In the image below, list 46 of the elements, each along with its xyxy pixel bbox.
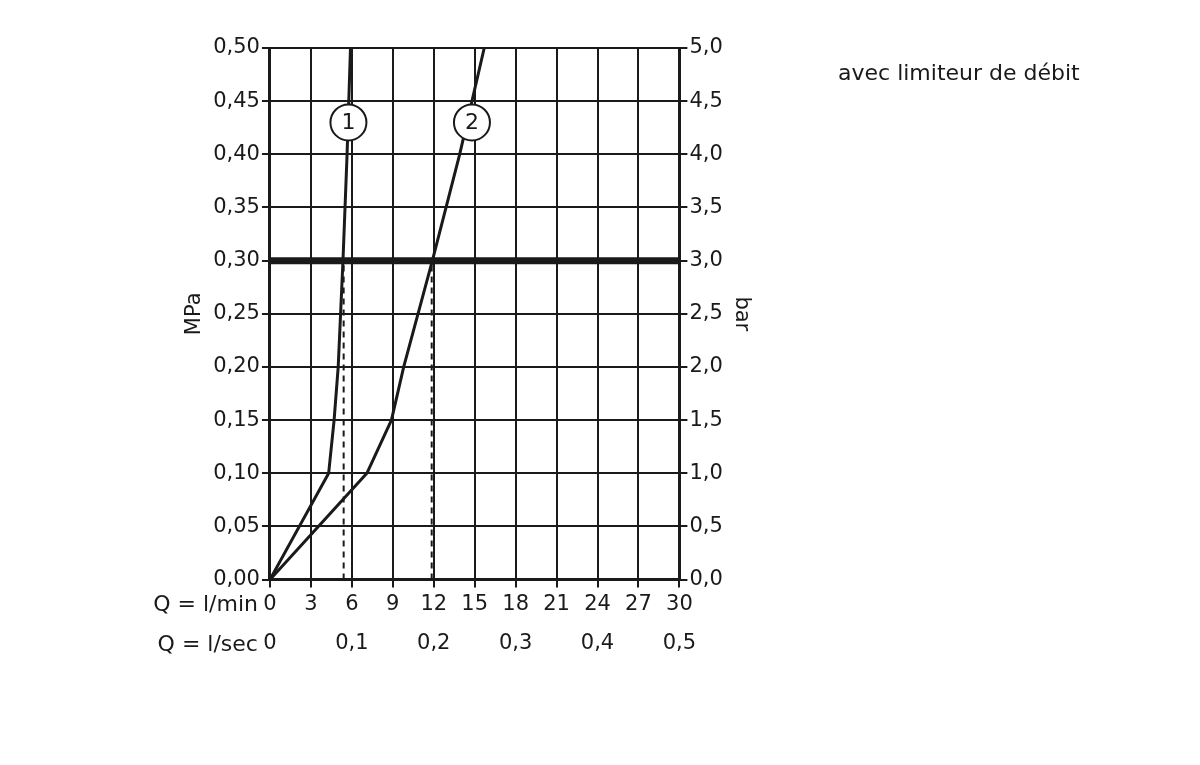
x2-tick-label: 0,4 [580,629,615,654]
y-tick-label: 0,20 [213,353,260,378]
y-tick-label: 0,30 [213,247,260,272]
y2-tick-label: 1,0 [689,459,723,484]
y-axis-title: MPa [181,292,206,336]
y2-tick-label: 5,0 [689,34,723,59]
y2-tick-label: 3,0 [689,247,723,272]
y-tick-label: 0,25 [213,300,260,325]
x2-tick-label: 0 [263,629,277,654]
x2-axis-title: Q = l/sec [157,630,258,656]
x-tick-label: 27 [625,590,652,615]
y-tick-label: 0,15 [213,406,260,431]
text: avec limiteur de débit [838,60,1080,85]
y-tick-label: 0,10 [213,459,260,484]
y-tick-label: 0,50 [213,34,260,59]
y2-tick-label: 2,0 [689,353,723,378]
x-tick-label: 18 [502,590,529,615]
x2-tick-label: 0,5 [662,629,697,654]
y-tick-label: 0,05 [213,512,260,537]
x-tick-label: 21 [543,590,570,615]
x-tick-label: 24 [584,590,611,615]
x-tick-label: 12 [420,590,448,615]
y-tick-label: 0,00 [213,566,260,591]
x-axis-title: Q = l/min [153,591,258,617]
x-tick-label: 15 [461,590,489,615]
x-tick-label: 3 [304,590,318,615]
y2-tick-label: 2,5 [689,300,723,325]
y2-tick-label: 0,5 [689,512,723,537]
annotation: 2 [464,109,479,135]
x2-tick-label: 0,3 [498,629,533,654]
y2-tick-label: 4,0 [689,140,723,165]
y-tick-label: 0,45 [213,87,260,112]
x-tick-label: 9 [386,590,400,615]
x-tick-label: 30 [666,590,693,615]
x-tick-label: 6 [345,590,359,615]
y-tick-label: 0,35 [213,193,260,218]
y2-tick-label: 3,5 [689,193,723,218]
y2-axis-title: bar [730,296,755,332]
x2-tick-label: 0,1 [335,629,369,654]
annotation: 1 [341,109,356,135]
y-tick-label: 0,40 [213,140,260,165]
y2-tick-label: 4,5 [689,87,723,112]
x-tick-label: 0 [263,590,277,615]
y2-tick-label: 0,0 [689,566,723,591]
x2-tick-label: 0,2 [417,629,451,654]
y2-tick-label: 1,5 [689,406,723,431]
